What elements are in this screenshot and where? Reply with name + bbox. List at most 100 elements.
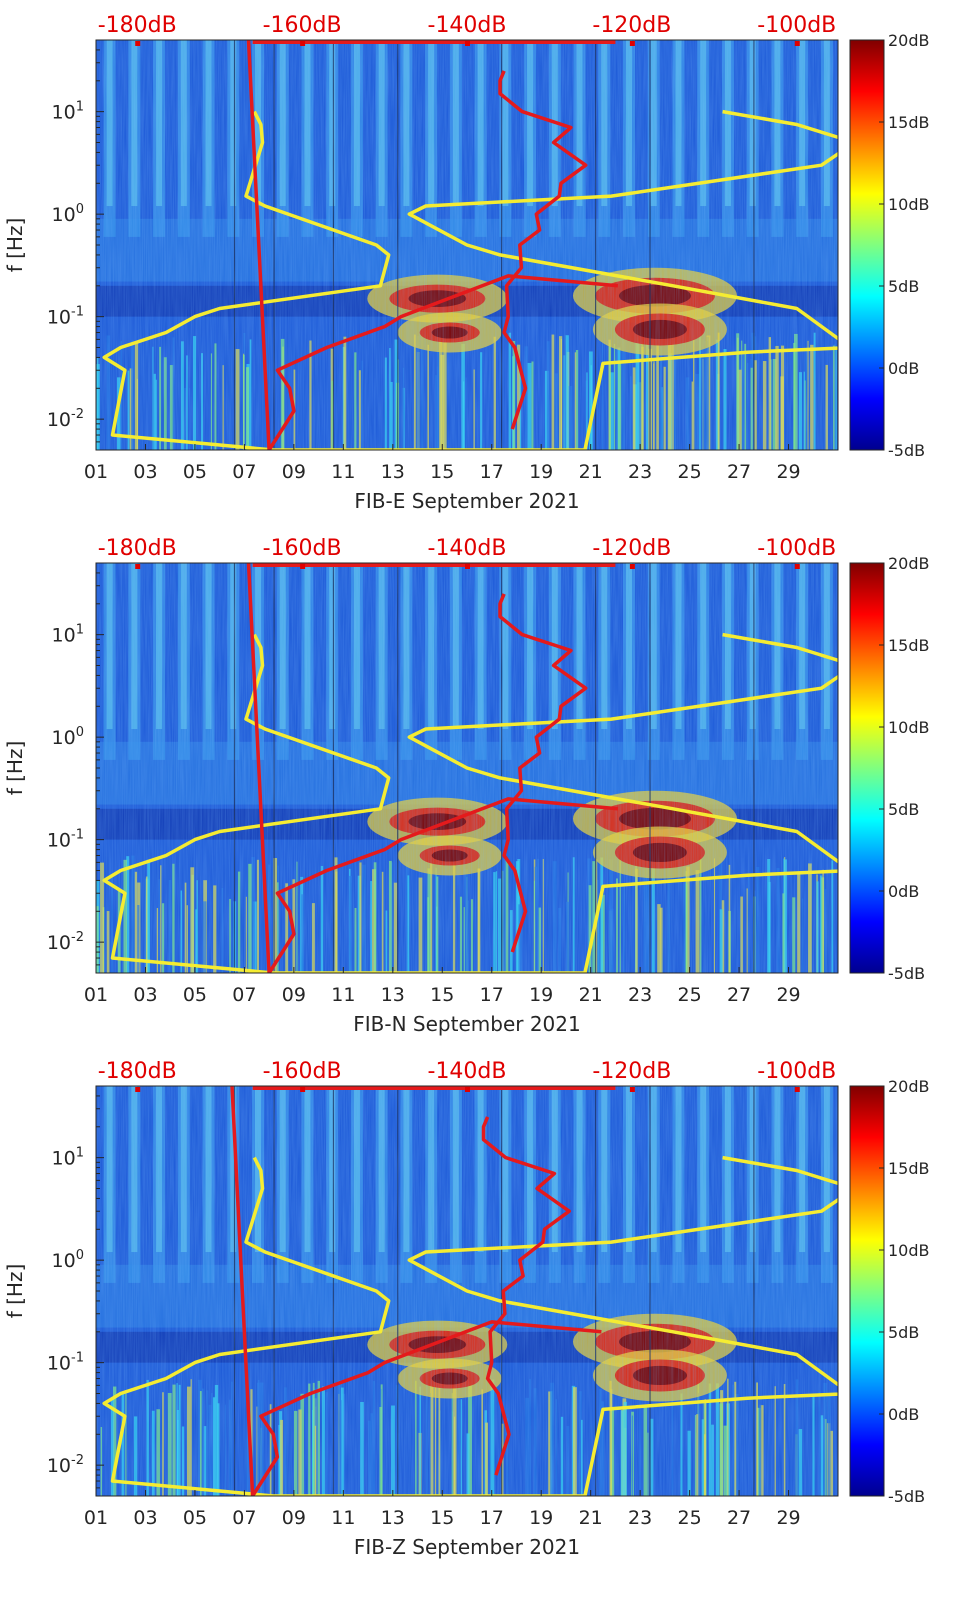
x-tick-label: 21	[579, 1507, 603, 1529]
x-tick-label: 19	[529, 1507, 553, 1529]
colorbar-label: 0dB	[888, 882, 919, 901]
psd-curve-lower	[230, 1086, 602, 1496]
x-tick-label: 19	[529, 461, 553, 483]
x-axis-label: FIB-Z September 2021	[354, 1535, 580, 1559]
x-tick-label: 23	[628, 1507, 652, 1529]
colorbar-label: 20dB	[888, 554, 930, 573]
x-tick-label: 05	[183, 984, 207, 1006]
x-tick-label: 29	[776, 461, 800, 483]
colorbar-label: 5dB	[888, 277, 919, 296]
top-db-marker	[465, 1087, 470, 1092]
colorbar-label: 5dB	[888, 800, 919, 819]
y-tick-label: 101	[52, 1146, 84, 1170]
x-tick-label: 21	[579, 984, 603, 1006]
x-tick-label: 27	[727, 1507, 751, 1529]
top-db-label: -120dB	[592, 13, 671, 38]
x-tick-label: 23	[628, 461, 652, 483]
colorbar-label: 15dB	[888, 1159, 930, 1178]
x-tick-label: 29	[776, 984, 800, 1006]
top-db-marker	[794, 564, 800, 569]
x-tick-label: 23	[628, 984, 652, 1006]
x-tick-label: 11	[331, 1507, 355, 1529]
x-tick-label: 11	[331, 984, 355, 1006]
colorbar	[849, 1085, 885, 1497]
x-tick-label: 17	[480, 1507, 504, 1529]
top-db-marker	[629, 564, 635, 569]
top-db-label: -180dB	[98, 13, 177, 38]
psd-curve-lower	[246, 40, 619, 450]
x-tick-label: 15	[430, 984, 454, 1006]
y-tick-label: 100	[52, 725, 84, 749]
y-tick-label: 10-1	[47, 305, 84, 329]
top-db-label: -120dB	[592, 536, 671, 561]
y-tick-label: 10-2	[47, 930, 84, 954]
x-tick-label: 29	[776, 1507, 800, 1529]
top-db-label: -140dB	[428, 536, 507, 561]
noise-model-curve	[102, 632, 838, 973]
x-tick-label: 17	[480, 984, 504, 1006]
y-tick-label: 100	[52, 202, 84, 226]
top-db-marker	[465, 41, 470, 46]
x-tick-label: 17	[480, 461, 504, 483]
y-tick-label: 101	[52, 100, 84, 124]
top-db-marker	[629, 1087, 635, 1092]
x-tick-label: 15	[430, 1507, 454, 1529]
x-tick-label: 09	[282, 984, 306, 1006]
top-db-marker	[135, 41, 141, 46]
x-tick-label: 07	[232, 984, 256, 1006]
x-tick-label: 27	[727, 461, 751, 483]
colorbar	[849, 562, 885, 974]
top-db-marker	[629, 41, 635, 46]
psd-curve-upper	[498, 593, 588, 953]
top-db-label: -100dB	[757, 1059, 836, 1084]
x-tick-label: 05	[183, 1507, 207, 1529]
top-db-marker	[465, 564, 470, 569]
y-axis-label: f [Hz]	[3, 1264, 27, 1319]
colorbar	[849, 39, 885, 451]
x-tick-label: 13	[381, 1507, 405, 1529]
colorbar-label: 15dB	[888, 636, 930, 655]
x-tick-label: 25	[678, 461, 702, 483]
colorbar-label: 10dB	[888, 195, 930, 214]
y-tick-label: 100	[52, 1248, 84, 1272]
y-tick-label: 10-2	[47, 1453, 84, 1477]
x-tick-label: 09	[282, 1507, 306, 1529]
y-axis-label: f [Hz]	[3, 741, 27, 796]
top-db-marker	[135, 1087, 141, 1092]
colorbar-label: 15dB	[888, 113, 930, 132]
colorbar-label: 0dB	[888, 1405, 919, 1424]
top-db-label: -140dB	[428, 13, 507, 38]
x-tick-label: 19	[529, 984, 553, 1006]
panel-3: 01 03 05 07 09 11 13 15 17 19 21 23 25 27 29 FIB-Z Sept…	[3, 1059, 930, 1559]
colorbar-label: 20dB	[888, 31, 930, 50]
x-tick-label: 01	[84, 461, 108, 483]
x-tick-label: 27	[727, 984, 751, 1006]
x-tick-label: 07	[232, 461, 256, 483]
y-tick-label: 10-1	[47, 1351, 84, 1375]
colorbar-label: -5dB	[888, 1487, 925, 1506]
colorbar-label: 10dB	[888, 1241, 930, 1260]
x-tick-label: 25	[678, 1507, 702, 1529]
x-axis-label: FIB-E September 2021	[354, 489, 579, 513]
top-db-label: -160dB	[263, 13, 342, 38]
colorbar-label: 0dB	[888, 359, 919, 378]
noise-model-curve	[102, 1155, 838, 1496]
top-db-label: -120dB	[592, 1059, 671, 1084]
y-tick-label: 101	[52, 623, 84, 647]
x-tick-label: 01	[84, 1507, 108, 1529]
top-db-label: -160dB	[263, 1059, 342, 1084]
x-tick-label: 05	[183, 461, 207, 483]
colorbar-label: 20dB	[888, 1077, 930, 1096]
x-tick-label: 03	[133, 461, 157, 483]
x-tick-label: 03	[133, 1507, 157, 1529]
psd-curve-upper	[481, 1116, 571, 1476]
x-tick-label: 21	[579, 461, 603, 483]
top-db-marker	[794, 41, 800, 46]
x-tick-label: 25	[678, 984, 702, 1006]
top-db-marker	[300, 564, 306, 569]
heatmap-area	[96, 40, 838, 450]
top-db-marker	[794, 1087, 800, 1092]
psd-curve-lower	[246, 563, 619, 973]
x-tick-label: 11	[331, 461, 355, 483]
